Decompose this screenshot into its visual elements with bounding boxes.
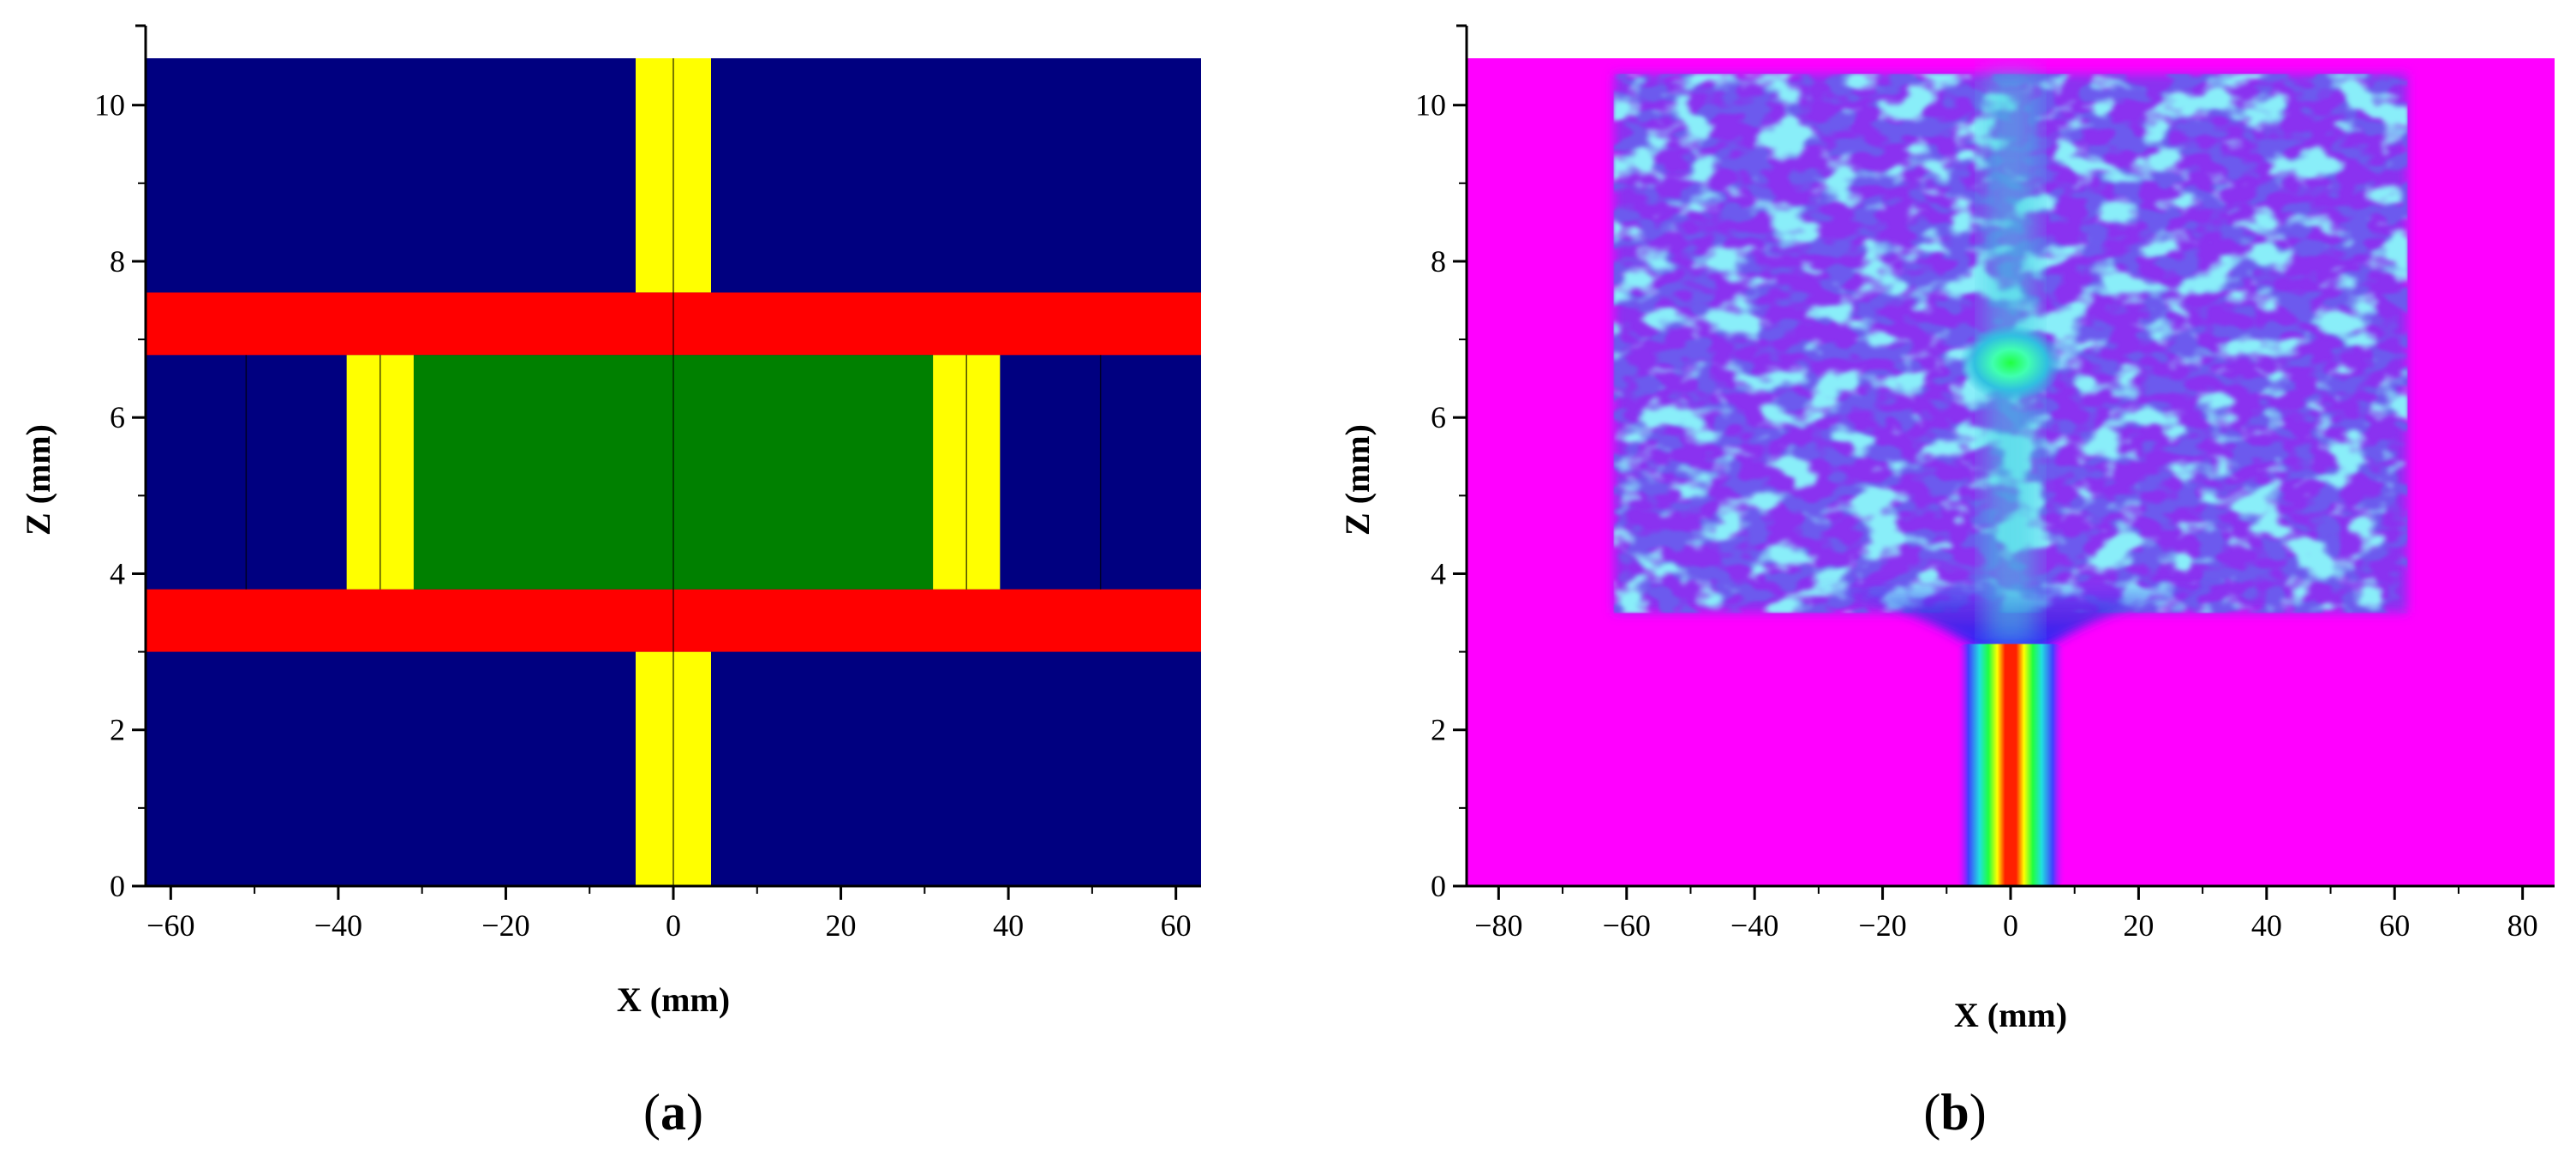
panel-b-x-tick-label: 80 [2507,908,2538,943]
panel-a-y-tick-label: 4 [110,556,125,590]
panel-a-y-axis-label: Z (mm) [19,424,57,536]
panel-b-y-tick-label: 0 [1431,869,1446,903]
panel-b-x-axis-label: X (mm) [1954,996,2067,1034]
panel-a-y-tick-label: 6 [110,400,125,434]
panel-a-y-tick-label: 10 [94,88,125,123]
panel-b-axes: −80 −60 −40 −20 0 20 40 60 80 0 2 4 6 8 10 [1415,24,2555,943]
panel-b-x-tick-label: −80 [1474,908,1522,943]
panel-b-caption: (b) [1923,1084,1986,1141]
panel-b-letter: b [1940,1084,1969,1141]
panel-a-y-tick-label: 0 [110,869,125,903]
panel-a-y-tick-label: 2 [110,713,125,747]
panel-a-letter: a [660,1084,686,1141]
panel-b-hot-spot [1959,324,2062,402]
panel-b-intensity-field [1467,58,2555,886]
panel-a-x-tick-label: 0 [666,908,681,943]
panel-b-y-axis-label: Z (mm) [1338,424,1377,536]
panel-a-divider-lines [245,58,1102,886]
panel-b-y-tick-label: 10 [1415,88,1446,123]
panel-b-x-tick-label: −40 [1730,908,1778,943]
panel-a-x-tick-label: −40 [314,908,362,943]
panel-a-x-tick-label: 60 [1161,908,1192,943]
panel-b-chart: −80 −60 −40 −20 0 20 40 60 80 0 2 4 6 8 10 X (mm) Z (m… [1338,24,2555,1141]
panel-a-y-tick-label: 8 [110,244,125,279]
panel-b-x-tick-label: 40 [2251,908,2282,943]
panel-a-axes: −60 −40 −20 0 20 40 60 0 2 4 6 8 10 [94,24,1201,943]
panel-b-source-beam [1955,644,2066,886]
panel-b-y-tick-label: 2 [1431,713,1446,747]
panel-a-caption: (a) [643,1084,703,1141]
panel-b-x-tick-label: −60 [1603,908,1651,943]
panel-b-x-tick-label: −20 [1858,908,1906,943]
panel-a-x-axis-label: X (mm) [617,980,730,1019]
panel-a-x-tick-label: −20 [481,908,529,943]
panel-b-x-tick-label: 60 [2379,908,2410,943]
panel-b-y-tick-label: 6 [1431,400,1446,434]
panel-b-y-tick-label: 8 [1431,244,1446,279]
panel-a-x-tick-label: 20 [826,908,857,943]
panel-a-chart: −60 −40 −20 0 20 40 60 0 2 4 6 8 10 X (mm) Z (mm) (a… [19,24,1201,1141]
panel-b-x-tick-label: 20 [2123,908,2154,943]
panel-a-x-tick-label: 40 [993,908,1024,943]
panel-b-y-tick-label: 4 [1431,556,1446,590]
panel-a-x-tick-label: −60 [146,908,194,943]
panel-b-x-tick-label: 0 [2003,908,2018,943]
